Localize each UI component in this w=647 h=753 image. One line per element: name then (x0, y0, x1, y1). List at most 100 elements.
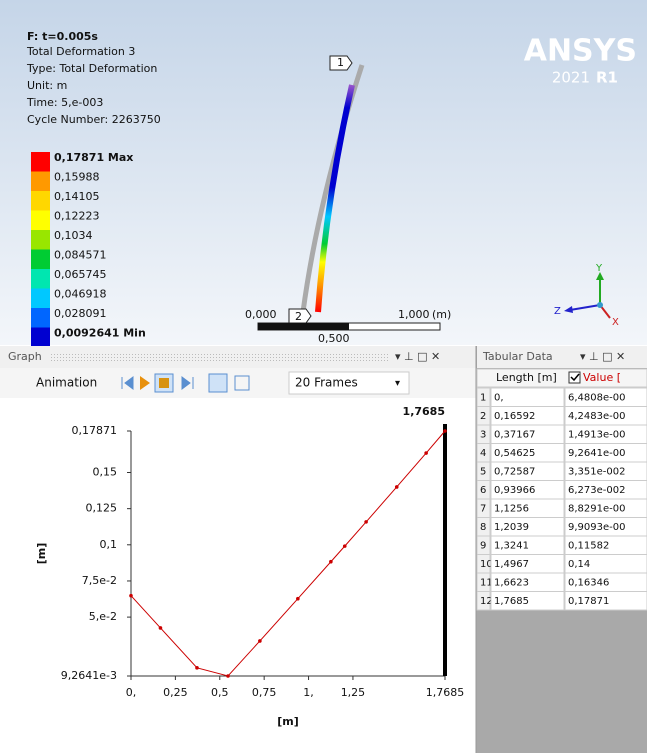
x-tick-label: 1,25 (341, 686, 366, 699)
legend-label: 0,065745 (54, 268, 107, 281)
y-tick-label: 0,17871 (72, 424, 118, 437)
cell-text: 0,14 (568, 559, 590, 570)
legend-label: 0,12223 (54, 210, 100, 223)
x-tick-label: 0,5 (211, 686, 229, 699)
legend-label: 0,028091 (54, 307, 107, 320)
screen: F: t=0.005s Total Deformation 3 Type: To… (0, 0, 647, 753)
info-line: Type: Total Deformation (26, 62, 157, 75)
legend-band (31, 230, 50, 250)
legend-band (31, 269, 50, 289)
cell-text: 1,6623 (494, 578, 529, 589)
data-point (129, 594, 133, 598)
cell-text: 2 (480, 411, 486, 422)
cell-text: 0,54625 (494, 448, 535, 459)
legend-band (31, 211, 50, 231)
legend-label: 0,046918 (54, 288, 107, 301)
y-axis-label: [m] (35, 543, 48, 565)
cell-text: 9,2641e-00 (568, 448, 625, 459)
panel-title: Tabular Data (482, 350, 553, 363)
data-point (159, 626, 163, 630)
x-tick-label: 0, (126, 686, 137, 699)
scale-label: 0,000 (245, 308, 277, 321)
legend-label: 0,14105 (54, 190, 100, 203)
info-line: Unit: m (27, 79, 67, 92)
page: {"viewport":{"result_label":"F: t=0.005s… (0, 0, 647, 753)
y-tick-label: 0,15 (93, 466, 118, 479)
cell-text: 4 (480, 448, 486, 459)
logo-year: 2021 (552, 69, 590, 87)
cell-text: 0,72587 (494, 467, 535, 478)
data-point (395, 485, 399, 489)
result-label: F: t=0.005s (27, 30, 98, 43)
legend-label: 0,15988 (54, 171, 100, 184)
info-line: Total Deformation 3 (26, 45, 135, 58)
axis-label: Y (595, 263, 603, 274)
y-tick-label: 0,1 (100, 538, 118, 551)
panel-buttons[interactable]: ▾ ⊥ □ ✕ (395, 350, 440, 363)
cell-text: 7 (480, 504, 486, 515)
cell-text: 1 (480, 393, 486, 404)
grip (50, 354, 390, 361)
cell-text: 0,11582 (568, 541, 609, 552)
x-tick-label: 0,25 (163, 686, 188, 699)
legend-band (31, 328, 50, 348)
probe: 2 (289, 309, 311, 323)
cell-text: 5 (480, 467, 486, 478)
legend-band (31, 250, 50, 270)
column-header[interactable]: Value [ (583, 371, 621, 384)
data-point (329, 560, 333, 564)
panel-buttons[interactable]: ▾ ⊥ □ ✕ (580, 350, 625, 363)
cell-text: 0,93966 (494, 485, 535, 496)
y-tick-label: 9,2641e-3 (61, 669, 117, 682)
scale-label: 1,000 (398, 308, 430, 321)
legend-label: 0,084571 (54, 249, 107, 262)
cell-text: 9,9093e-00 (568, 522, 625, 533)
legend-band (31, 191, 50, 211)
probe-label: 1 (337, 56, 344, 69)
logo-release: R1 (596, 69, 618, 87)
cell-text: 1,4967 (494, 559, 529, 570)
probe: 1 (330, 56, 352, 70)
data-point (443, 429, 447, 433)
legend-band (31, 289, 50, 309)
cell-text: 4,2483e-00 (568, 411, 625, 422)
x-tick-label: 1,7685 (426, 686, 465, 699)
logo-brand: ANSYS (524, 34, 637, 69)
cell-text: 0, (494, 393, 504, 404)
axis-label: Z (554, 306, 561, 317)
cell-text: 3,351e-002 (568, 467, 625, 478)
legend-label: 0,0092641 Min (54, 327, 146, 340)
cell-text: 0,17871 (568, 596, 609, 607)
data-point (195, 666, 199, 670)
cell-text: 8,8291e-00 (568, 504, 625, 515)
data-point (296, 597, 300, 601)
probe-label: 2 (295, 310, 302, 323)
animation-label: Animation (36, 376, 97, 390)
cell-text: 1,1256 (494, 504, 529, 515)
scale-label: (m) (432, 308, 451, 321)
cell-text: 1,7685 (494, 596, 529, 607)
axis-label: X (612, 317, 619, 328)
panel-title: Graph (8, 350, 42, 363)
legend-band (31, 152, 50, 172)
cursor-label: 1,7685 (403, 405, 445, 418)
data-point (343, 544, 347, 548)
distributed-button[interactable] (209, 374, 227, 392)
data-point (226, 674, 230, 678)
y-tick-label: 0,125 (86, 502, 118, 515)
info-line: Time: 5,e-003 (26, 96, 103, 109)
cell-text: 9 (480, 541, 486, 552)
cell-text: 6 (480, 485, 486, 496)
cell-text: 1,2039 (494, 522, 529, 533)
frames-label: 20 Frames (295, 376, 358, 390)
legend-band (31, 172, 50, 192)
data-point (424, 451, 428, 455)
cell-text: 1,3241 (494, 541, 529, 552)
cell-text: 0,37167 (494, 430, 535, 441)
y-tick-label: 7,5e-2 (82, 574, 117, 587)
y-tick-label: 5,e-2 (89, 610, 117, 623)
column-header[interactable]: Length [m] (496, 371, 557, 384)
data-point (258, 639, 262, 643)
cell-text: 8 (480, 522, 486, 533)
cell-text: 1,4913e-00 (568, 430, 625, 441)
